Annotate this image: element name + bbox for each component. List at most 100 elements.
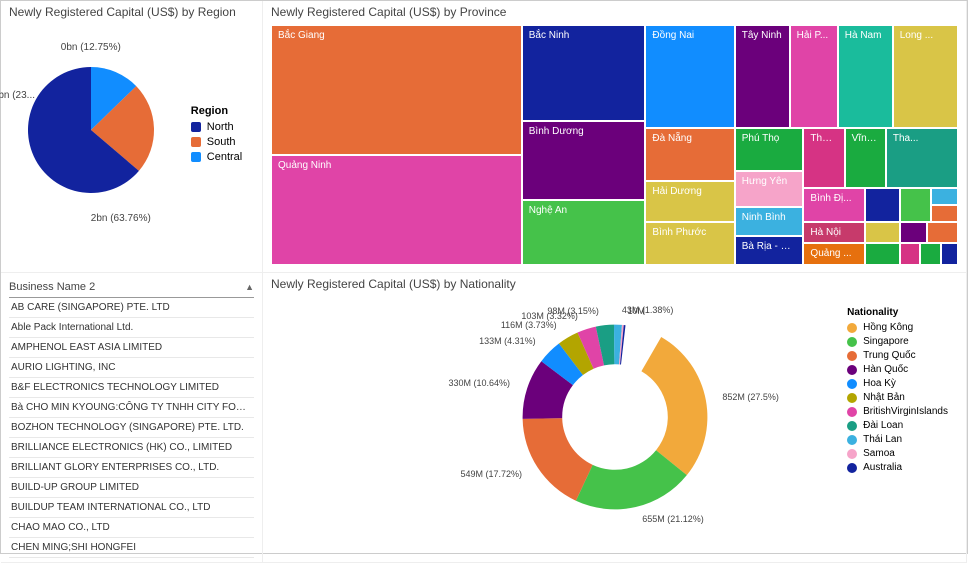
legend-item[interactable]: Singapore — [847, 336, 948, 347]
list-header-label: Business Name 2 — [9, 281, 95, 293]
list-item[interactable]: CHEN MING;SHI HONGFEI — [9, 538, 254, 558]
treemap-cell[interactable]: Quảng Ninh — [271, 155, 522, 265]
treemap-cell[interactable]: Đồng Nai — [645, 25, 734, 128]
sort-asc-icon[interactable]: ▲ — [245, 282, 254, 292]
donut-label: 330M (10.64%) — [449, 378, 511, 388]
legend-item[interactable]: South — [191, 136, 242, 148]
treemap-cell[interactable]: Bình Dương — [522, 121, 646, 200]
list-item[interactable]: CHAO MAO CO., LTD — [9, 518, 254, 538]
list-item[interactable]: AMPHENOL EAST ASIA LIMITED — [9, 338, 254, 358]
donut-label: 116M (3.73%) — [501, 320, 557, 330]
treemap-cell[interactable] — [931, 188, 958, 205]
treemap-chart[interactable]: Bắc GiangQuảng NinhBắc NinhBình DươngNgh… — [271, 25, 958, 265]
legend-swatch — [847, 463, 857, 473]
treemap-panel: Newly Registered Capital (US$) by Provin… — [263, 1, 967, 273]
legend-item[interactable]: BritishVirginIslands — [847, 406, 948, 417]
treemap-cell[interactable] — [920, 243, 941, 265]
list-body[interactable]: AB CARE (SINGAPORE) PTE. LTDAble Pack In… — [9, 298, 254, 558]
legend-label: Singapore — [863, 336, 909, 347]
treemap-cell[interactable]: Vĩnh ... — [845, 128, 886, 188]
legend-label: Đài Loan — [863, 420, 903, 431]
list-item[interactable]: Able Pack International Ltd. — [9, 318, 254, 338]
treemap-cell[interactable] — [941, 243, 958, 265]
legend-item[interactable]: Hồng Kông — [847, 322, 948, 333]
treemap-cell[interactable]: Bình Đị... — [803, 188, 865, 222]
list-header[interactable]: Business Name 2 ▲ — [9, 277, 254, 298]
treemap-cell[interactable] — [900, 243, 921, 265]
treemap-cell[interactable]: Bình Phước — [645, 222, 734, 265]
treemap-cell[interactable] — [900, 188, 931, 222]
legend-item[interactable]: Trung Quốc — [847, 350, 948, 361]
list-item[interactable]: AB CARE (SINGAPORE) PTE. LTD — [9, 298, 254, 318]
legend-item[interactable]: Đài Loan — [847, 420, 948, 431]
treemap-cell[interactable]: Bắc Giang — [271, 25, 522, 155]
list-item[interactable]: AURIO LIGHTING, INC — [9, 358, 254, 378]
treemap-cell[interactable]: Long ... — [893, 25, 958, 128]
treemap-cell[interactable] — [931, 205, 958, 222]
legend-swatch — [847, 435, 857, 445]
donut-label: 655M (21.12%) — [642, 514, 704, 524]
treemap-cell[interactable]: Tha... — [886, 128, 958, 188]
legend-item[interactable]: North — [191, 121, 242, 133]
treemap-cell[interactable]: Hà Nam — [838, 25, 893, 128]
legend-label: BritishVirginIslands — [863, 406, 948, 417]
list-item[interactable]: BUILD-UP GROUP LIMITED — [9, 478, 254, 498]
pie-label-central: 0bn (12.75%) — [61, 42, 121, 53]
legend-label: Hoa Kỳ — [863, 378, 896, 389]
treemap-cell[interactable] — [900, 222, 927, 244]
legend-label: Trung Quốc — [863, 350, 915, 361]
legend-swatch — [847, 323, 857, 333]
legend-swatch — [847, 351, 857, 361]
treemap-cell[interactable]: Hà Nội — [803, 222, 865, 244]
treemap-title: Newly Registered Capital (US$) by Provin… — [271, 5, 958, 19]
donut-label: 549M (17.72%) — [460, 469, 522, 479]
treemap-cell[interactable]: Thái ... — [803, 128, 844, 188]
legend-item[interactable]: Australia — [847, 462, 948, 473]
treemap-cell[interactable]: Ninh Bình — [735, 207, 804, 236]
treemap-cell[interactable]: Bắc Ninh — [522, 25, 646, 121]
treemap-cell[interactable]: Tây Ninh — [735, 25, 790, 128]
pie-label-south: 1bn (23... — [0, 90, 35, 101]
legend-swatch — [847, 393, 857, 403]
list-item[interactable]: BRILLIANT GLORY ENTERPRISES CO., LTD. — [9, 458, 254, 478]
list-item[interactable]: Bà CHO MIN KYOUNG:CÔNG TY TNHH CITY FOCU… — [9, 398, 254, 418]
legend-label: North — [207, 121, 234, 133]
legend-item[interactable]: Samoa — [847, 448, 948, 459]
pie-chart[interactable] — [21, 60, 161, 200]
donut-chart[interactable] — [505, 307, 725, 527]
legend-item[interactable]: Hàn Quốc — [847, 364, 948, 375]
list-item[interactable]: BRILLIANCE ELECTRONICS (HK) CO., LIMITED — [9, 438, 254, 458]
treemap-cell[interactable] — [865, 188, 899, 222]
legend-item[interactable]: Thái Lan — [847, 434, 948, 445]
treemap-cell[interactable]: Đà Nẵng — [645, 128, 734, 181]
treemap-cell[interactable]: Bà Rịa - Vũn... — [735, 236, 804, 265]
legend-item[interactable]: Central — [191, 151, 242, 163]
donut-label: 10M — [628, 306, 646, 316]
legend-swatch — [847, 407, 857, 417]
list-item[interactable]: BUILDUP TEAM INTERNATIONAL CO., LTD — [9, 498, 254, 518]
list-item[interactable]: B&F ELECTRONICS TECHNOLOGY LIMITED — [9, 378, 254, 398]
treemap-cell[interactable]: Hưng Yên — [735, 171, 804, 207]
treemap-cell[interactable]: Hải P... — [790, 25, 838, 128]
donut-slice[interactable] — [641, 337, 707, 475]
treemap-cell[interactable]: Hải Dương — [645, 181, 734, 222]
legend-label: South — [207, 136, 236, 148]
business-list-panel: Business Name 2 ▲ AB CARE (SINGAPORE) PT… — [1, 273, 263, 563]
legend-swatch — [847, 421, 857, 431]
treemap-cell[interactable]: Nghệ An — [522, 200, 646, 265]
legend-item[interactable]: Nhật Bản — [847, 392, 948, 403]
treemap-cell[interactable] — [927, 222, 958, 244]
list-item[interactable]: BOZHON TECHNOLOGY (SINGAPORE) PTE. LTD. — [9, 418, 254, 438]
legend-label: Nhật Bản — [863, 392, 905, 403]
treemap-cell[interactable]: Phú Thọ — [735, 128, 804, 171]
donut-legend: Nationality Hồng KôngSingaporeTrung Quốc… — [847, 307, 948, 476]
pie-panel: Newly Registered Capital (US$) by Region… — [1, 1, 263, 273]
legend-label: Hồng Kông — [863, 322, 913, 333]
legend-swatch — [847, 365, 857, 375]
treemap-cell[interactable]: Quảng ... — [803, 243, 865, 265]
legend-item[interactable]: Hoa Kỳ — [847, 378, 948, 389]
legend-swatch — [191, 122, 201, 132]
treemap-cell[interactable] — [865, 222, 899, 244]
treemap-cell[interactable] — [865, 243, 899, 265]
legend-label: Hàn Quốc — [863, 364, 908, 375]
